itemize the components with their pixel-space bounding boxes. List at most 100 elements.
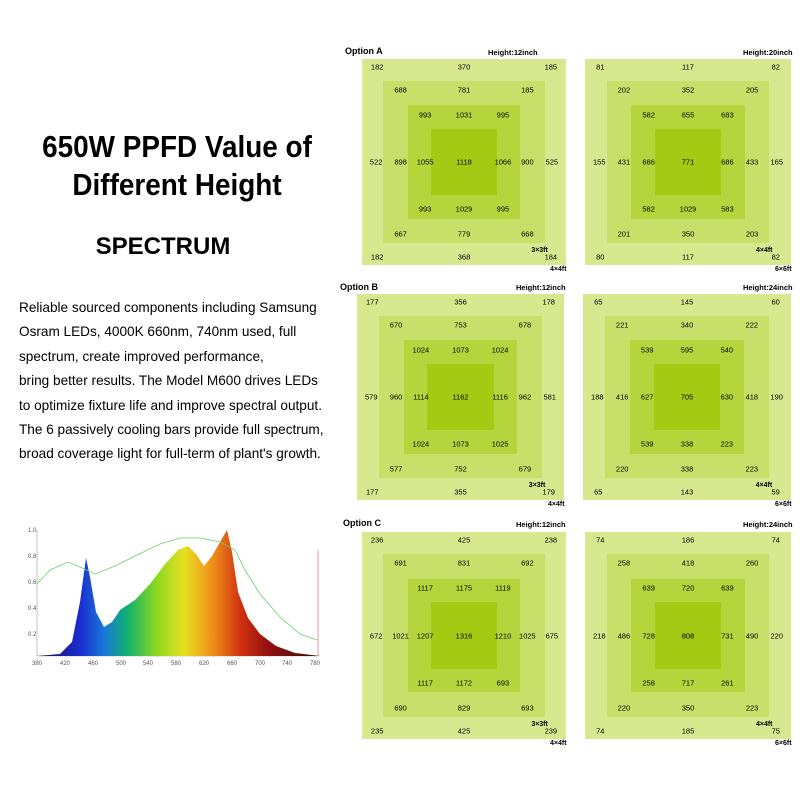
title-line-1: 650W PPFD Value of (42, 129, 312, 164)
height-label: Height:24inch (743, 520, 793, 529)
ppfd-value: 185 (544, 62, 558, 72)
option-label: Option B (340, 282, 378, 292)
y-tick-labels: 1.0 0.8 0.6 0.4 0.2 (28, 528, 37, 638)
ppfd-value: 693 (521, 703, 534, 713)
ppfd-value: 831 (457, 558, 471, 568)
ppfd-value: 1055 (416, 157, 434, 167)
ppfd-value: 577 (389, 464, 403, 474)
ppfd-value: 418 (745, 392, 759, 402)
ppfd-value: 627 (640, 392, 654, 402)
ppfd-value: 236 (370, 535, 384, 545)
ppfd-value: 693 (496, 678, 510, 688)
ppfd-value: 678 (518, 320, 532, 330)
ppfd-value: 900 (521, 157, 534, 167)
height-label: Height:20inch (743, 48, 793, 57)
ppfd-value: 539 (640, 439, 654, 449)
ppfd-value: 74 (771, 535, 780, 545)
ppfd-value: 261 (721, 678, 734, 688)
ppfd-value: 581 (543, 392, 556, 402)
ppfd-value: 668 (521, 229, 534, 239)
ppfd-value: 675 (545, 631, 559, 640)
ppfd-value: 655 (681, 110, 695, 120)
ppfd-center-value: 705 (680, 392, 694, 402)
ppfd-value: 595 (680, 345, 694, 355)
ppfd-value: 1021 (392, 631, 409, 640)
ppfd-value: 639 (642, 583, 655, 593)
height-label: Height:24inch (743, 283, 793, 292)
ppfd-value: 182 (370, 252, 384, 262)
ppfd-value: 143 (680, 487, 694, 497)
ppfd-value: 686 (642, 157, 655, 167)
ppfd-value: 579 (365, 392, 378, 402)
ppfd-value: 960 (389, 392, 403, 402)
ppfd-value: 1029 (455, 204, 473, 214)
height-label: Height:12inch (516, 520, 566, 529)
ppfd-value: 1117 (417, 678, 433, 688)
ppfd-value: 993 (418, 110, 432, 120)
ppfd-value: 995 (496, 204, 510, 214)
option-label: Option C (343, 518, 381, 528)
ppfd-value: 540 (720, 345, 734, 355)
ppfd-value: 220 (617, 703, 631, 713)
ppfd-value: 582 (642, 110, 655, 120)
ppfd-value: 190 (770, 392, 783, 402)
ppfd-value: 993 (418, 204, 432, 214)
ppfd-value: 222 (745, 320, 759, 330)
x-tick: 580 (171, 661, 182, 667)
inner-area-label: 3×3ft (528, 482, 546, 490)
ppfd-value: 184 (544, 252, 558, 262)
ppfd-value: 683 (721, 110, 734, 120)
ppfd-value: 182 (370, 62, 384, 72)
ppfd-value: 1119 (495, 583, 511, 593)
ppfd-value: 203 (745, 229, 759, 239)
ppfd-value: 1175 (455, 583, 473, 593)
ppfd-value: 717 (681, 678, 695, 688)
ppfd-value: 1024 (491, 345, 509, 355)
ppfd-value: 338 (680, 464, 694, 474)
x-tick: 620 (199, 661, 210, 667)
y-tick: 0.8 (28, 554, 37, 560)
ppfd-value: 205 (745, 85, 759, 95)
x-tick: 740 (282, 661, 293, 667)
ppfd-value: 82 (771, 252, 780, 262)
ppfd-value: 74 (596, 726, 605, 736)
y-tick: 1.0 (28, 528, 37, 534)
ppfd-value: 218 (592, 631, 606, 640)
ppfd-value: 1024 (412, 345, 430, 355)
ppfd-value: 1025 (519, 631, 536, 640)
page-title: 650W PPFD Value of Different Height (34, 128, 320, 204)
ppfd-value: 202 (617, 85, 631, 95)
ppfd-value: 486 (617, 631, 631, 640)
outer-area-label: 4×4ft (550, 266, 567, 273)
ppfd-center-value: 771 (681, 157, 695, 167)
ppfd-value: 165 (770, 157, 784, 167)
x-tick-labels: 380 420 460 500 540 580 620 660 700 740 … (32, 661, 321, 667)
ppfd-value: 752 (454, 464, 467, 474)
ppfd-value: 667 (394, 229, 407, 239)
ppfd-value: 188 (591, 392, 604, 402)
ppfd-value: 962 (518, 392, 532, 402)
outer-area-label: 6×6ft (775, 266, 792, 273)
outer-area-label: 4×4ft (548, 501, 565, 508)
ppfd-center-value: 1118 (456, 157, 472, 167)
ppfd-value: 82 (771, 62, 780, 72)
ppfd-value: 235 (370, 726, 384, 736)
ppfd-value: 679 (518, 464, 532, 474)
ppfd-value: 731 (721, 631, 734, 640)
ppfd-value: 1114 (413, 392, 429, 402)
y-tick: 0.6 (28, 580, 37, 586)
ppfd-value: 525 (545, 157, 559, 167)
ppfd-value: 1025 (491, 439, 509, 449)
y-tick: 0.2 (28, 632, 37, 638)
spectrum-heading: SPECTRUM (95, 233, 231, 260)
ppfd-value: 368 (457, 252, 471, 262)
ppfd-value: 431 (617, 157, 631, 167)
ppfd-value: 1210 (494, 631, 512, 640)
ppfd-value: 223 (745, 464, 759, 474)
ppfd-value: 490 (745, 631, 759, 640)
ppfd-value: 688 (394, 85, 407, 95)
ppfd-value: 80 (596, 252, 605, 262)
x-tick: 660 (227, 661, 238, 667)
ppfd-value: 145 (680, 297, 694, 307)
ppfd-value: 1116 (492, 392, 508, 402)
